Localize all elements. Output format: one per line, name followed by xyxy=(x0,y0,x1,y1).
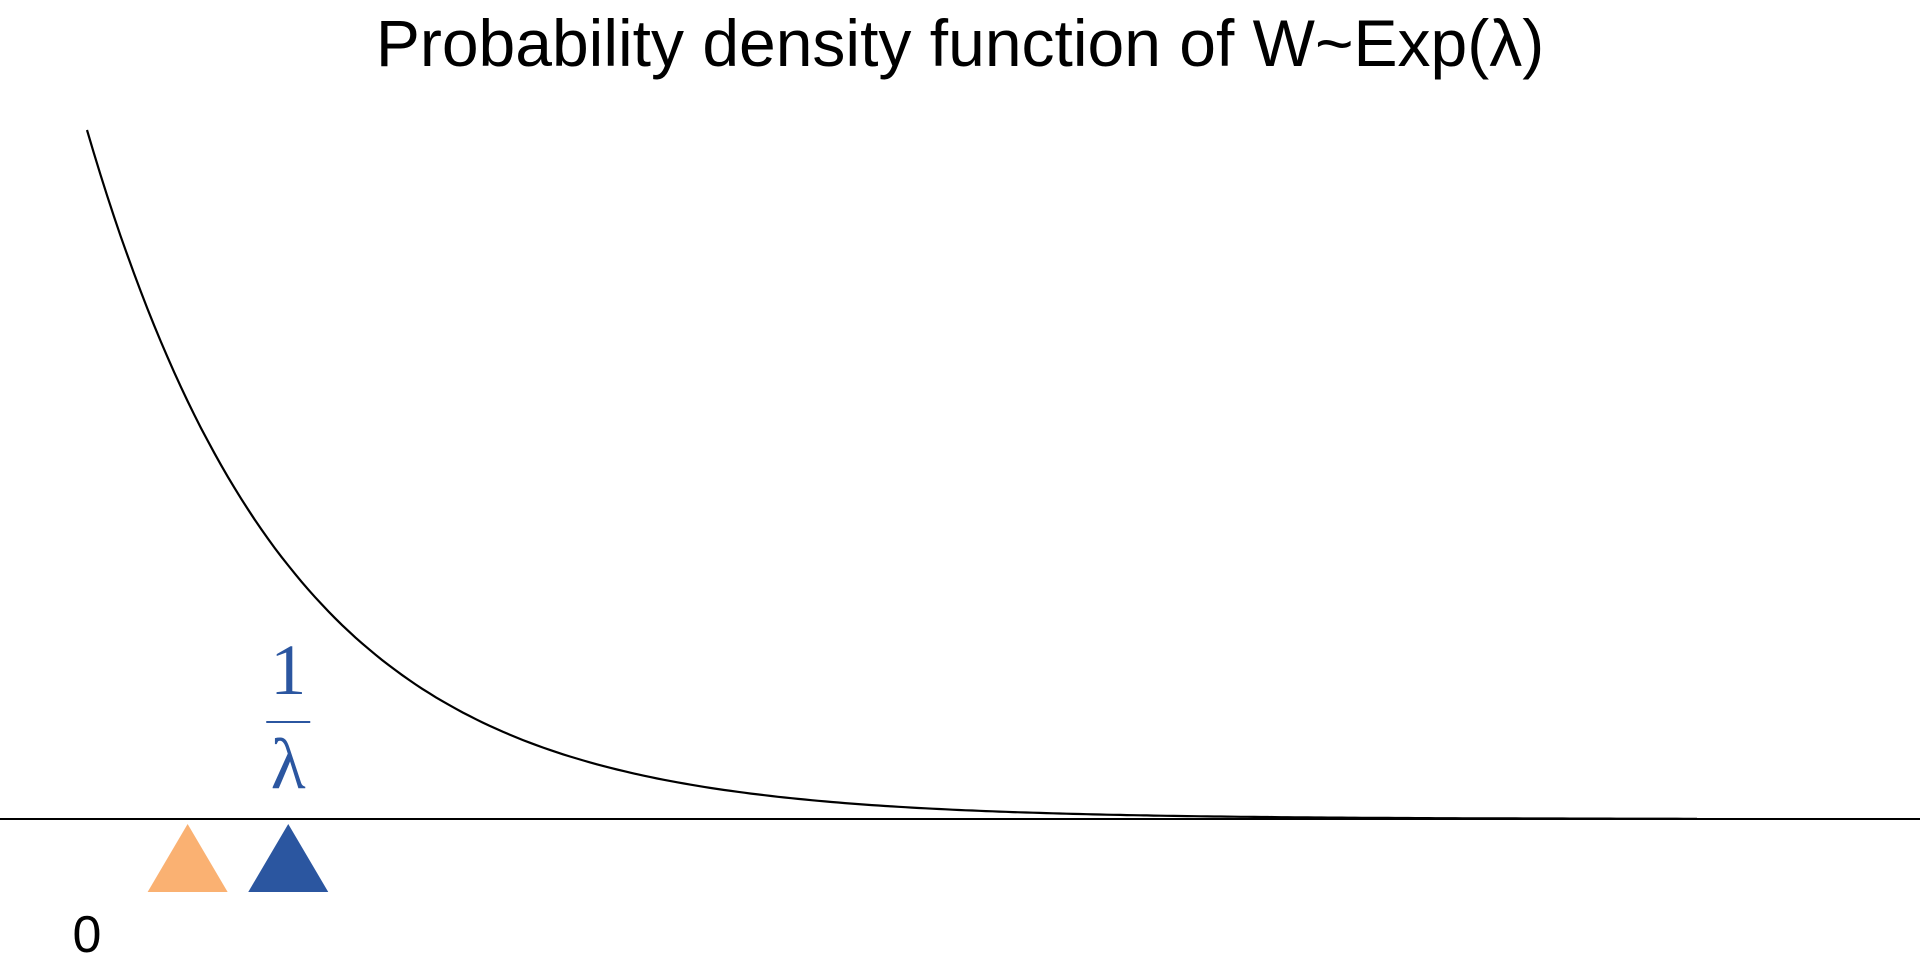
mean-label-numerator: 1 xyxy=(270,630,306,710)
pdf-curve xyxy=(85,129,1697,820)
chart-title: Probability density function of W~Exp(λ) xyxy=(375,6,1545,80)
x-tick-label-0: 0 xyxy=(73,906,102,960)
mean-label-denominator: λ xyxy=(271,724,306,804)
mean-marker-triangle xyxy=(248,824,329,892)
second-marker-triangle xyxy=(147,824,228,892)
